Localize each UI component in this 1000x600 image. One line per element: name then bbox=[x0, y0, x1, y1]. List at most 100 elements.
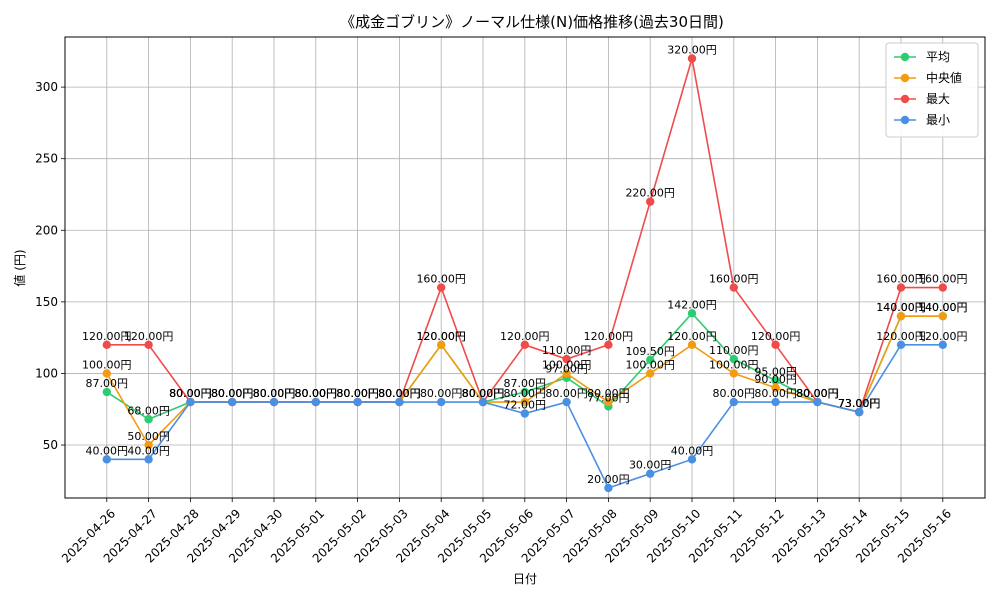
data-label: 80.00円 bbox=[587, 387, 630, 400]
data-label: 110.00円 bbox=[542, 344, 592, 357]
data-label: 80.00円 bbox=[420, 387, 463, 400]
data-point bbox=[562, 354, 571, 364]
data-point bbox=[771, 397, 780, 407]
data-label: 80.00円 bbox=[253, 387, 296, 400]
legend-swatch-marker bbox=[900, 115, 910, 125]
data-point bbox=[646, 469, 655, 478]
data-point bbox=[228, 397, 237, 407]
plot-frame bbox=[64, 36, 986, 499]
data-label: 95.00円 bbox=[754, 366, 797, 379]
axes: 2025-04-262025-04-272025-04-282025-04-29… bbox=[35, 36, 986, 566]
data-label: 80.00円 bbox=[211, 387, 254, 400]
data-point bbox=[729, 354, 738, 364]
data-point bbox=[520, 409, 529, 418]
data-label: 80.00円 bbox=[754, 387, 797, 400]
chart-title: 《成金ゴブリン》ノーマル仕様(N)価格推移(過去30日間) bbox=[340, 13, 724, 31]
data-label: 80.00円 bbox=[462, 387, 505, 400]
data-label: 100.00円 bbox=[542, 358, 592, 371]
data-label: 80.00円 bbox=[211, 387, 254, 400]
y-axis-label: 値 (円) bbox=[12, 249, 27, 286]
data-point bbox=[646, 197, 655, 206]
data-point bbox=[771, 340, 780, 350]
data-label: 120.00円 bbox=[918, 330, 968, 343]
data-point bbox=[144, 340, 153, 350]
data-label: 80.00円 bbox=[253, 387, 296, 400]
data-label: 80.00円 bbox=[796, 387, 839, 400]
data-point bbox=[144, 455, 153, 464]
data-label: 80.00円 bbox=[295, 387, 338, 400]
data-point bbox=[520, 387, 529, 397]
data-label: 80.00円 bbox=[796, 387, 839, 400]
legend-swatch-marker bbox=[900, 73, 910, 83]
data-label: 120.00円 bbox=[82, 330, 132, 343]
data-label: 40.00円 bbox=[127, 444, 170, 457]
data-label: 72.00円 bbox=[504, 399, 547, 412]
data-label: 109.50円 bbox=[625, 345, 675, 358]
data-label: 140.00円 bbox=[876, 301, 926, 314]
data-label: 80.00円 bbox=[336, 387, 379, 400]
legend-label: 中央値 bbox=[926, 70, 962, 85]
data-label: 80.00円 bbox=[336, 387, 379, 400]
data-label: 40.00円 bbox=[671, 444, 714, 457]
data-label: 73.00円 bbox=[838, 397, 881, 410]
data-label: 80.00円 bbox=[169, 387, 212, 400]
data-point bbox=[395, 397, 404, 407]
data-label: 80.00円 bbox=[378, 387, 421, 400]
data-label: 100.00円 bbox=[709, 358, 759, 371]
data-label: 80.00円 bbox=[378, 387, 421, 400]
data-label: 80.00円 bbox=[253, 387, 296, 400]
data-point bbox=[771, 383, 780, 392]
data-label: 120.00円 bbox=[416, 330, 466, 343]
legend-label: 最小 bbox=[926, 113, 950, 127]
data-point bbox=[478, 397, 488, 407]
data-label: 120.00円 bbox=[416, 330, 466, 343]
data-point bbox=[269, 397, 279, 407]
y-tick-label: 100 bbox=[35, 366, 58, 380]
data-label: 80.00円 bbox=[545, 387, 588, 400]
data-label: 120.00円 bbox=[500, 330, 550, 343]
data-point bbox=[729, 369, 738, 378]
data-label: 40.00円 bbox=[86, 444, 129, 457]
data-label: 73.00円 bbox=[838, 397, 881, 410]
data-point bbox=[604, 483, 613, 493]
data-point bbox=[437, 397, 446, 407]
data-point bbox=[186, 397, 195, 407]
legend-swatch-marker bbox=[900, 52, 910, 62]
data-point bbox=[855, 407, 864, 417]
data-point bbox=[896, 283, 906, 292]
data-label: 80.00円 bbox=[462, 387, 505, 400]
data-point bbox=[604, 397, 613, 407]
data-point bbox=[520, 340, 529, 350]
data-label: 80.00円 bbox=[253, 387, 296, 400]
y-tick-label: 250 bbox=[35, 152, 58, 166]
data-label: 87.00円 bbox=[504, 377, 547, 390]
data-label: 80.00円 bbox=[336, 387, 379, 400]
data-label: 80.00円 bbox=[211, 387, 254, 400]
data-label: 77.00円 bbox=[587, 391, 630, 404]
grid bbox=[65, 37, 985, 498]
data-label: 140.00円 bbox=[918, 301, 968, 314]
data-label: 20.00円 bbox=[587, 473, 630, 486]
data-label: 73.00円 bbox=[838, 397, 881, 410]
data-label: 120.00円 bbox=[124, 330, 174, 343]
data-point bbox=[687, 54, 697, 63]
data-point bbox=[562, 369, 571, 378]
data-label: 80.00円 bbox=[462, 387, 505, 400]
data-label: 80.00円 bbox=[462, 387, 505, 400]
data-point bbox=[729, 397, 738, 407]
data-label: 160.00円 bbox=[918, 273, 968, 286]
data-label: 68.00円 bbox=[127, 404, 170, 417]
data-label: 120.00円 bbox=[751, 330, 801, 343]
data-point bbox=[938, 283, 947, 292]
data-label: 120.00円 bbox=[584, 330, 634, 343]
data-label: 80.00円 bbox=[295, 387, 338, 400]
legend-label: 平均 bbox=[926, 50, 950, 64]
y-tick-label: 50 bbox=[43, 438, 58, 452]
data-label: 73.00円 bbox=[838, 397, 881, 410]
data-label: 80.00円 bbox=[796, 387, 839, 400]
data-point bbox=[102, 387, 112, 397]
data-label: 320.00円 bbox=[667, 43, 717, 56]
data-label: 80.00円 bbox=[378, 387, 421, 400]
